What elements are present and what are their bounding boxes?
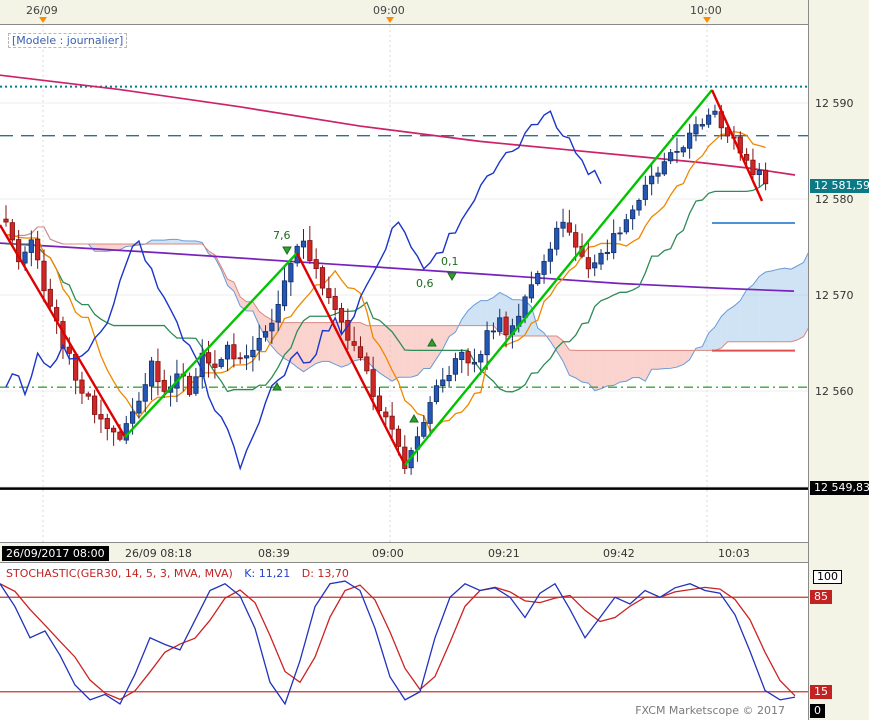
annotation-labels: 7,6 0,1 0,6 bbox=[273, 229, 459, 290]
stoch-tick-100: 100 bbox=[813, 570, 842, 584]
svg-text:7,6: 7,6 bbox=[273, 229, 291, 242]
stochastic-k-value: K: 11,21 bbox=[244, 567, 291, 580]
time-marker-icon bbox=[703, 17, 711, 23]
price-tick-label: 12 570 bbox=[815, 289, 854, 302]
date-badge: 26/09/2017 08:00 bbox=[2, 546, 109, 561]
time-axis-top[interactable]: 26/09 09:00 10:00 bbox=[0, 0, 808, 25]
chikou-line bbox=[5, 110, 602, 471]
stoch-upper-badge: 85 bbox=[810, 590, 832, 604]
top-axis-label: 09:00 bbox=[373, 4, 405, 17]
stochastic-panel[interactable]: STOCHASTIC(GER30, 14, 5, 3, MVA, MVA) K:… bbox=[0, 563, 808, 720]
price-tick-label: 12 560 bbox=[815, 385, 854, 398]
ma-purple bbox=[0, 242, 795, 293]
time-marker-icon bbox=[39, 17, 47, 23]
grid-layer bbox=[0, 25, 808, 542]
svg-text:0,1: 0,1 bbox=[441, 255, 459, 268]
stoch-lower-badge: 15 bbox=[810, 685, 832, 699]
bottom-axis-label: 09:42 bbox=[603, 547, 635, 560]
time-marker-icon bbox=[386, 17, 394, 23]
zigzag-lines[interactable] bbox=[0, 89, 764, 466]
stochastic-canvas[interactable] bbox=[0, 563, 808, 720]
model-label[interactable]: [Modele : journalier] bbox=[8, 33, 128, 48]
price-chart-canvas[interactable]: 7,6 0,1 0,6 bbox=[0, 25, 817, 542]
copyright: FXCM Marketscope © 2017 bbox=[635, 704, 785, 717]
stoch-levels bbox=[0, 596, 808, 693]
price-tick-label: 12 590 bbox=[815, 97, 854, 110]
price-tick-label: 12 580 bbox=[815, 193, 854, 206]
stoch-zero-badge: 0 bbox=[810, 704, 825, 718]
time-axis-bottom[interactable]: 26/09/2017 08:00 26/09 08:18 08:39 09:00… bbox=[0, 542, 808, 563]
last-price-badge: 12 581,59 bbox=[810, 179, 869, 193]
svg-text:0,6: 0,6 bbox=[416, 277, 434, 290]
bottom-axis-label: 09:00 bbox=[372, 547, 404, 560]
stochastic-title: STOCHASTIC(GER30, 14, 5, 3, MVA, MVA) K:… bbox=[6, 567, 349, 580]
price-axis[interactable]: 12 590 12 580 12 570 12 560 12 581,59 12… bbox=[808, 0, 869, 720]
bottom-axis-label: 26/09 08:18 bbox=[125, 547, 192, 560]
bottom-axis-label: 10:03 bbox=[718, 547, 750, 560]
top-axis-label: 10:00 bbox=[690, 4, 722, 17]
bottom-axis-label: 09:21 bbox=[488, 547, 520, 560]
top-axis-label: 26/09 bbox=[26, 4, 58, 17]
bottom-axis-label: 08:39 bbox=[258, 547, 290, 560]
ma-pink bbox=[0, 74, 796, 176]
sr-segments[interactable] bbox=[712, 222, 795, 352]
stochastic-d-value: D: 13,70 bbox=[301, 567, 349, 580]
signal-arrows bbox=[272, 246, 457, 423]
kijun-line bbox=[6, 181, 766, 393]
level-price-badge: 12 549,83 bbox=[810, 481, 869, 495]
stoch-k-line bbox=[0, 580, 796, 706]
price-chart[interactable]: 7,6 0,1 0,6 [Modele : journalier] bbox=[0, 25, 817, 542]
stochastic-name: STOCHASTIC(GER30, 14, 5, 3, MVA, MVA) bbox=[6, 567, 233, 580]
stoch-d-line bbox=[0, 583, 796, 701]
